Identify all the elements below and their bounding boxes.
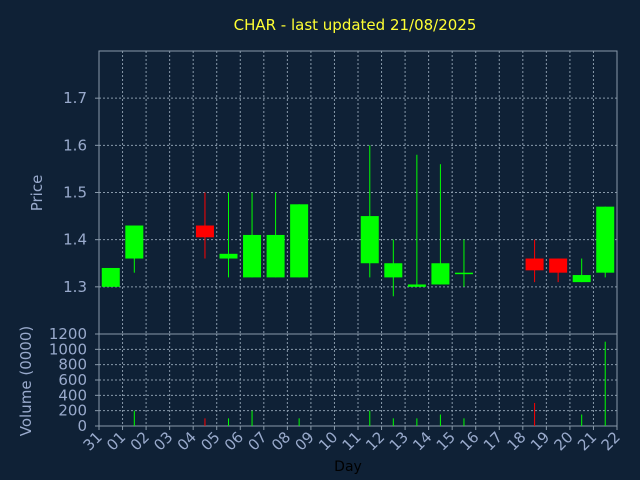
candle-body bbox=[360, 216, 379, 264]
price-tick-label: 1.6 bbox=[63, 136, 87, 154]
x-tick-label: 11 bbox=[339, 428, 365, 454]
candle-body bbox=[525, 258, 544, 271]
volume-tick-label: 400 bbox=[58, 386, 87, 404]
x-tick-label: 09 bbox=[292, 428, 318, 454]
x-tick-label: 15 bbox=[433, 428, 459, 454]
volume-grid bbox=[99, 334, 617, 426]
x-tick-label: 01 bbox=[103, 428, 129, 454]
price-tick-label: 1.5 bbox=[63, 184, 87, 202]
candle-body bbox=[407, 284, 426, 287]
price-y-ticks: 1.7 1.6 1.5 1.4 1.3 bbox=[63, 89, 99, 296]
x-tick-label: 04 bbox=[174, 428, 200, 454]
x-tick-label: 02 bbox=[127, 428, 153, 454]
price-grid bbox=[99, 51, 617, 334]
price-axis-label: Price bbox=[28, 175, 46, 212]
candle-body bbox=[195, 225, 214, 238]
price-tick-label: 1.7 bbox=[63, 89, 87, 107]
x-tick-label: 18 bbox=[503, 428, 529, 454]
candles bbox=[101, 145, 615, 297]
candle-body bbox=[596, 206, 615, 273]
x-ticks: 3101020304050607080910111213141516171819… bbox=[80, 426, 624, 454]
volume-tick-label: 600 bbox=[58, 371, 87, 389]
x-tick-label: 14 bbox=[409, 428, 435, 454]
x-tick-label: 06 bbox=[221, 428, 247, 454]
chart-title: CHAR - last updated 21/08/2025 bbox=[234, 16, 477, 34]
price-panel: 1.7 1.6 1.5 1.4 1.3 Price bbox=[28, 50, 618, 335]
x-tick-label: 03 bbox=[150, 428, 176, 454]
x-tick-label: 07 bbox=[244, 428, 270, 454]
candle-body bbox=[431, 263, 450, 285]
candle-body bbox=[454, 272, 473, 275]
candle-body bbox=[572, 275, 591, 283]
price-tick-label: 1.3 bbox=[63, 278, 87, 296]
candle-body bbox=[266, 234, 285, 278]
x-tick-label: 19 bbox=[527, 428, 553, 454]
candle-body bbox=[219, 253, 238, 259]
volume-tick-label: 200 bbox=[58, 402, 87, 420]
x-axis-label: Day bbox=[334, 459, 362, 475]
x-tick-label: 20 bbox=[551, 428, 577, 454]
volume-bars bbox=[133, 341, 606, 426]
x-tick-label: 13 bbox=[386, 428, 412, 454]
volume-axis-label: Volume (0000) bbox=[17, 326, 35, 436]
x-tick-label: 22 bbox=[598, 428, 624, 454]
candle-body bbox=[125, 225, 144, 259]
candle-body bbox=[243, 234, 262, 278]
x-tick-label: 10 bbox=[315, 428, 341, 454]
candle-body bbox=[290, 204, 309, 278]
volume-tick-label: 0 bbox=[77, 417, 87, 435]
x-tick-label: 16 bbox=[456, 428, 482, 454]
x-tick-label: 17 bbox=[480, 428, 506, 454]
candle-body bbox=[101, 267, 120, 287]
price-tick-label: 1.4 bbox=[63, 231, 87, 249]
volume-tick-label: 800 bbox=[58, 356, 87, 374]
candle-body bbox=[549, 258, 568, 273]
x-tick-label: 05 bbox=[197, 428, 223, 454]
x-tick-label: 12 bbox=[362, 428, 388, 454]
candle-body bbox=[384, 263, 403, 278]
volume-tick-label: 1200 bbox=[49, 325, 87, 343]
x-tick-label: 08 bbox=[268, 428, 294, 454]
x-tick-label: 21 bbox=[574, 428, 600, 454]
volume-tick-label: 1000 bbox=[49, 340, 87, 358]
